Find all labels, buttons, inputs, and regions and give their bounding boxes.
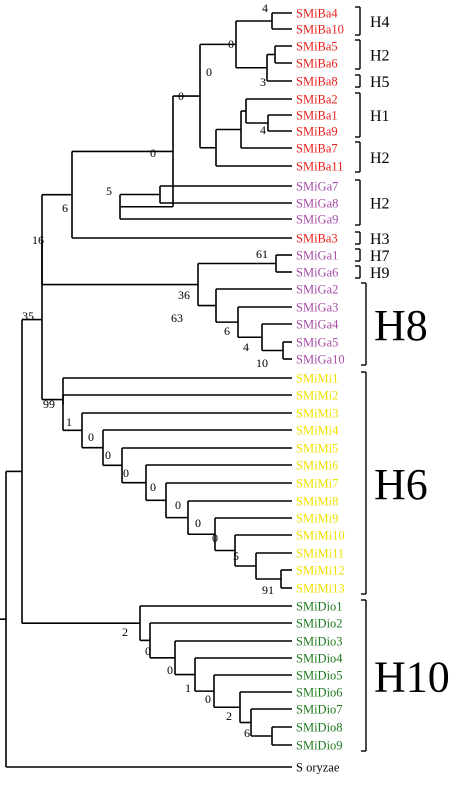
group-label: H9 [370,265,390,282]
leaf-label: SMiMi3 [296,407,338,421]
bootstrap-value: 1 [66,415,72,429]
leaf-label: SMiDio5 [296,669,343,683]
group-label: H5 [370,74,390,91]
leaf-label: SMiDio7 [296,703,343,717]
bootstrap-value: 5 [233,549,239,563]
leaf-label: SMiBa8 [296,75,338,89]
leaf-label: SMiGa8 [296,197,338,211]
leaf-label: SMiDio4 [296,652,343,666]
bootstrap-value: 6 [224,324,230,338]
bootstrap-value: 6 [244,726,250,740]
leaf-label: SMiBa10 [296,23,344,37]
bootstrap-value: 0 [123,466,129,480]
group-label: H8 [374,301,428,350]
bootstrap-value: 63 [171,311,183,325]
bootstrap-value: 91 [262,583,274,597]
leaf-label: SMiMi2 [296,389,338,403]
bootstrap-value: 2 [226,709,232,723]
leaf-label: SMiDio2 [296,617,343,631]
leaf-label: SMiBa9 [296,125,338,139]
leaf-label: SMiMi11 [296,547,344,561]
bootstrap-value: 0 [88,430,94,444]
bootstrap-value: 10 [256,356,268,370]
leaf-label: SMiMi10 [296,529,345,543]
group-label: H10 [374,653,450,702]
leaf-label: S oryzae [296,761,340,775]
bootstrap-value: 36 [178,288,190,302]
leaf-label: SMiMi8 [296,495,338,509]
leaf-label: SMiDio8 [296,721,343,735]
group-label: H2 [370,48,390,65]
bootstrap-value: 0 [105,448,111,462]
group-label: H1 [370,108,390,125]
leaf-label: SMiMi4 [296,424,339,438]
leaf-label: SMiGa4 [296,318,339,332]
leaf-label: SMiDio9 [296,739,343,753]
group-label: H4 [370,14,390,31]
leaf-label: SMiMi6 [296,459,338,473]
group-label: H6 [374,460,428,509]
leaf-label: SMiBa5 [296,40,338,54]
leaf-label: SMiGa1 [296,249,338,263]
leaf-label: SMiGa5 [296,336,338,350]
leaf-label: SMiGa2 [296,283,338,297]
leaf-label: SMiGa9 [296,213,338,227]
bootstrap-value: 5 [106,184,112,198]
group-label: H2 [370,196,390,213]
leaf-label: SMiGa3 [296,301,338,315]
leaf-label: SMiDio1 [296,600,343,614]
bootstrap-value: 0 [167,663,173,677]
bootstrap-value: 0 [150,146,156,160]
bootstrap-value: 1 [185,681,191,695]
leaf-label: SMiMi12 [296,564,345,578]
leaf-label: SMiDio6 [296,686,343,700]
leaf-label: SMiGa6 [296,266,338,280]
leaf-label: SMiMi5 [296,442,338,456]
leaf-label: SMiBa11 [296,160,343,174]
leaf-label: SMiBa6 [296,57,338,71]
leaf-label: SMiGa7 [296,180,338,194]
bootstrap-value: 4 [262,1,268,15]
bootstrap-value: 0 [178,89,184,103]
leaf-label: SMiBa4 [296,7,338,21]
bootstrap-value: 99 [43,397,55,411]
bootstrap-value: 35 [22,309,34,323]
leaf-label: SMiBa3 [296,232,338,246]
bootstrap-value: 4 [243,340,249,354]
bootstrap-value: 0 [228,37,234,51]
leaf-label: SMiMi9 [296,512,338,526]
bootstrap-value: 0 [206,65,212,79]
leaf-label: SMiMi7 [296,477,338,491]
leaf-label: SMiMi13 [296,582,345,596]
bootstrap-value: 0 [212,531,218,545]
bootstrap-value: 2 [122,625,128,639]
group-label: H2 [370,150,390,167]
bootstrap-value: 61 [256,247,268,261]
leaf-label: SMiDio3 [296,635,343,649]
bootstrap-value: 0 [150,480,156,494]
leaf-label: SMiGa10 [296,353,345,367]
leaf-label: SMiBa7 [296,142,338,156]
leaf-label: SMiBa1 [296,109,338,123]
leaf-label: SMiBa2 [296,93,338,107]
bootstrap-value: 0 [205,692,211,706]
group-label: H3 [370,231,390,248]
bootstrap-value: 0 [175,498,181,512]
bootstrap-value: 3 [260,75,266,89]
bootstrap-value: 6 [62,201,68,215]
bootstrap-value: 4 [260,123,266,137]
bootstrap-value: 0 [145,644,151,658]
bootstrap-value: 0 [195,516,201,530]
group-label: H7 [370,248,390,265]
bootstrap-value: 16 [32,233,44,247]
leaf-label: SMiMi1 [296,372,338,386]
